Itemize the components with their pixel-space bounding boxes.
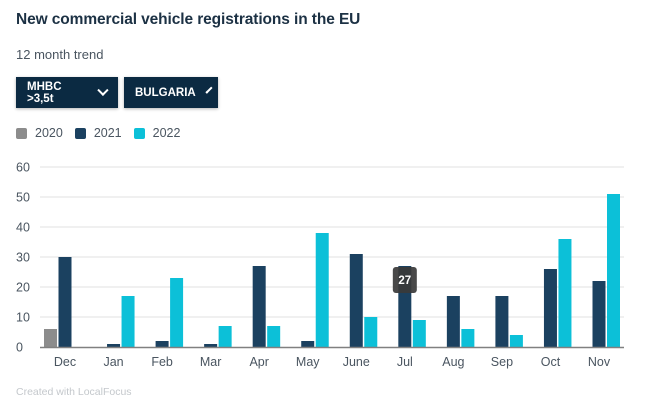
bar-2021-Aug[interactable] xyxy=(446,296,460,347)
legend-swatch xyxy=(16,127,27,139)
legend-swatch xyxy=(74,127,86,139)
bar-2021-Apr[interactable] xyxy=(252,266,266,347)
x-tick-label: Apr xyxy=(249,355,268,369)
legend-item-2022[interactable]: 2022 xyxy=(133,126,181,140)
bar-2022-Mar[interactable] xyxy=(218,326,232,347)
credit-link[interactable]: Created with LocalFocus xyxy=(16,386,132,398)
y-tick-label: 10 xyxy=(16,311,30,325)
y-tick-label: 50 xyxy=(16,191,30,205)
x-tick-label: Jan xyxy=(103,355,123,369)
bar-2022-Jul[interactable] xyxy=(412,320,426,347)
legend-item-2020[interactable]: 2020 xyxy=(16,126,63,140)
bar-2022-Apr[interactable] xyxy=(267,326,281,347)
legend-swatch xyxy=(133,127,145,139)
y-tick-label: 20 xyxy=(16,281,30,295)
bar-2021-Mar[interactable] xyxy=(204,344,218,347)
tooltip-value: 27 xyxy=(398,275,411,287)
legend-label: 2021 xyxy=(93,126,122,140)
bar-2022-Feb[interactable] xyxy=(170,278,184,347)
y-tick-label: 0 xyxy=(16,341,23,355)
x-tick-label: Oct xyxy=(541,355,561,369)
bar-2021-Nov[interactable] xyxy=(592,281,606,347)
country-dropdown[interactable]: BULGARIA xyxy=(124,77,218,108)
vehicle-type-dropdown[interactable]: MHBC >3,5t xyxy=(16,77,118,108)
bar-2022-Aug[interactable] xyxy=(461,329,475,347)
x-tick-label: Sep xyxy=(491,355,513,369)
tooltip xyxy=(392,267,417,293)
x-tick-label: Aug xyxy=(442,355,464,369)
y-tick-label: 40 xyxy=(16,221,30,235)
bar-2021-June[interactable] xyxy=(349,254,363,347)
legend: 2020 2021 2022 xyxy=(16,126,192,140)
x-tick-label: May xyxy=(296,355,320,369)
country-label: BULGARIA xyxy=(135,86,196,99)
legend-label: 2022 xyxy=(152,126,181,140)
x-tick-label: Nov xyxy=(588,355,611,369)
bar-2022-Nov[interactable] xyxy=(607,194,620,347)
x-tick-label: Jul xyxy=(397,355,413,369)
bar-2021-Sep[interactable] xyxy=(495,296,509,347)
legend-label: 2020 xyxy=(35,126,63,140)
bar-2022-Oct[interactable] xyxy=(558,239,572,347)
x-tick-label: June xyxy=(343,355,370,369)
bar-2021-Dec[interactable] xyxy=(58,257,72,347)
bar-2022-Sep[interactable] xyxy=(509,335,523,347)
bar-2022-Jan[interactable] xyxy=(121,296,135,347)
bar-2021-Oct[interactable] xyxy=(543,269,557,347)
chart-subtitle: 12 month trend xyxy=(16,47,104,62)
vehicle-type-label: MHBC >3,5t xyxy=(27,80,62,105)
chart-title: New commercial vehicle registrations in … xyxy=(16,11,361,28)
x-tick-label: Mar xyxy=(200,355,222,369)
bar-2021-Jan[interactable] xyxy=(107,344,121,347)
x-tick-label: Dec xyxy=(54,355,76,369)
x-tick-label: Feb xyxy=(151,355,173,369)
bar-2020-Dec[interactable] xyxy=(44,329,57,347)
y-tick-label: 60 xyxy=(16,161,30,175)
y-tick-label: 30 xyxy=(16,251,30,265)
bar-2021-May[interactable] xyxy=(301,341,315,347)
bar-2022-June[interactable] xyxy=(364,317,378,347)
bar-2021-Feb[interactable] xyxy=(155,341,169,347)
legend-item-2021[interactable]: 2021 xyxy=(74,126,122,140)
bar-2022-May[interactable] xyxy=(315,233,329,347)
